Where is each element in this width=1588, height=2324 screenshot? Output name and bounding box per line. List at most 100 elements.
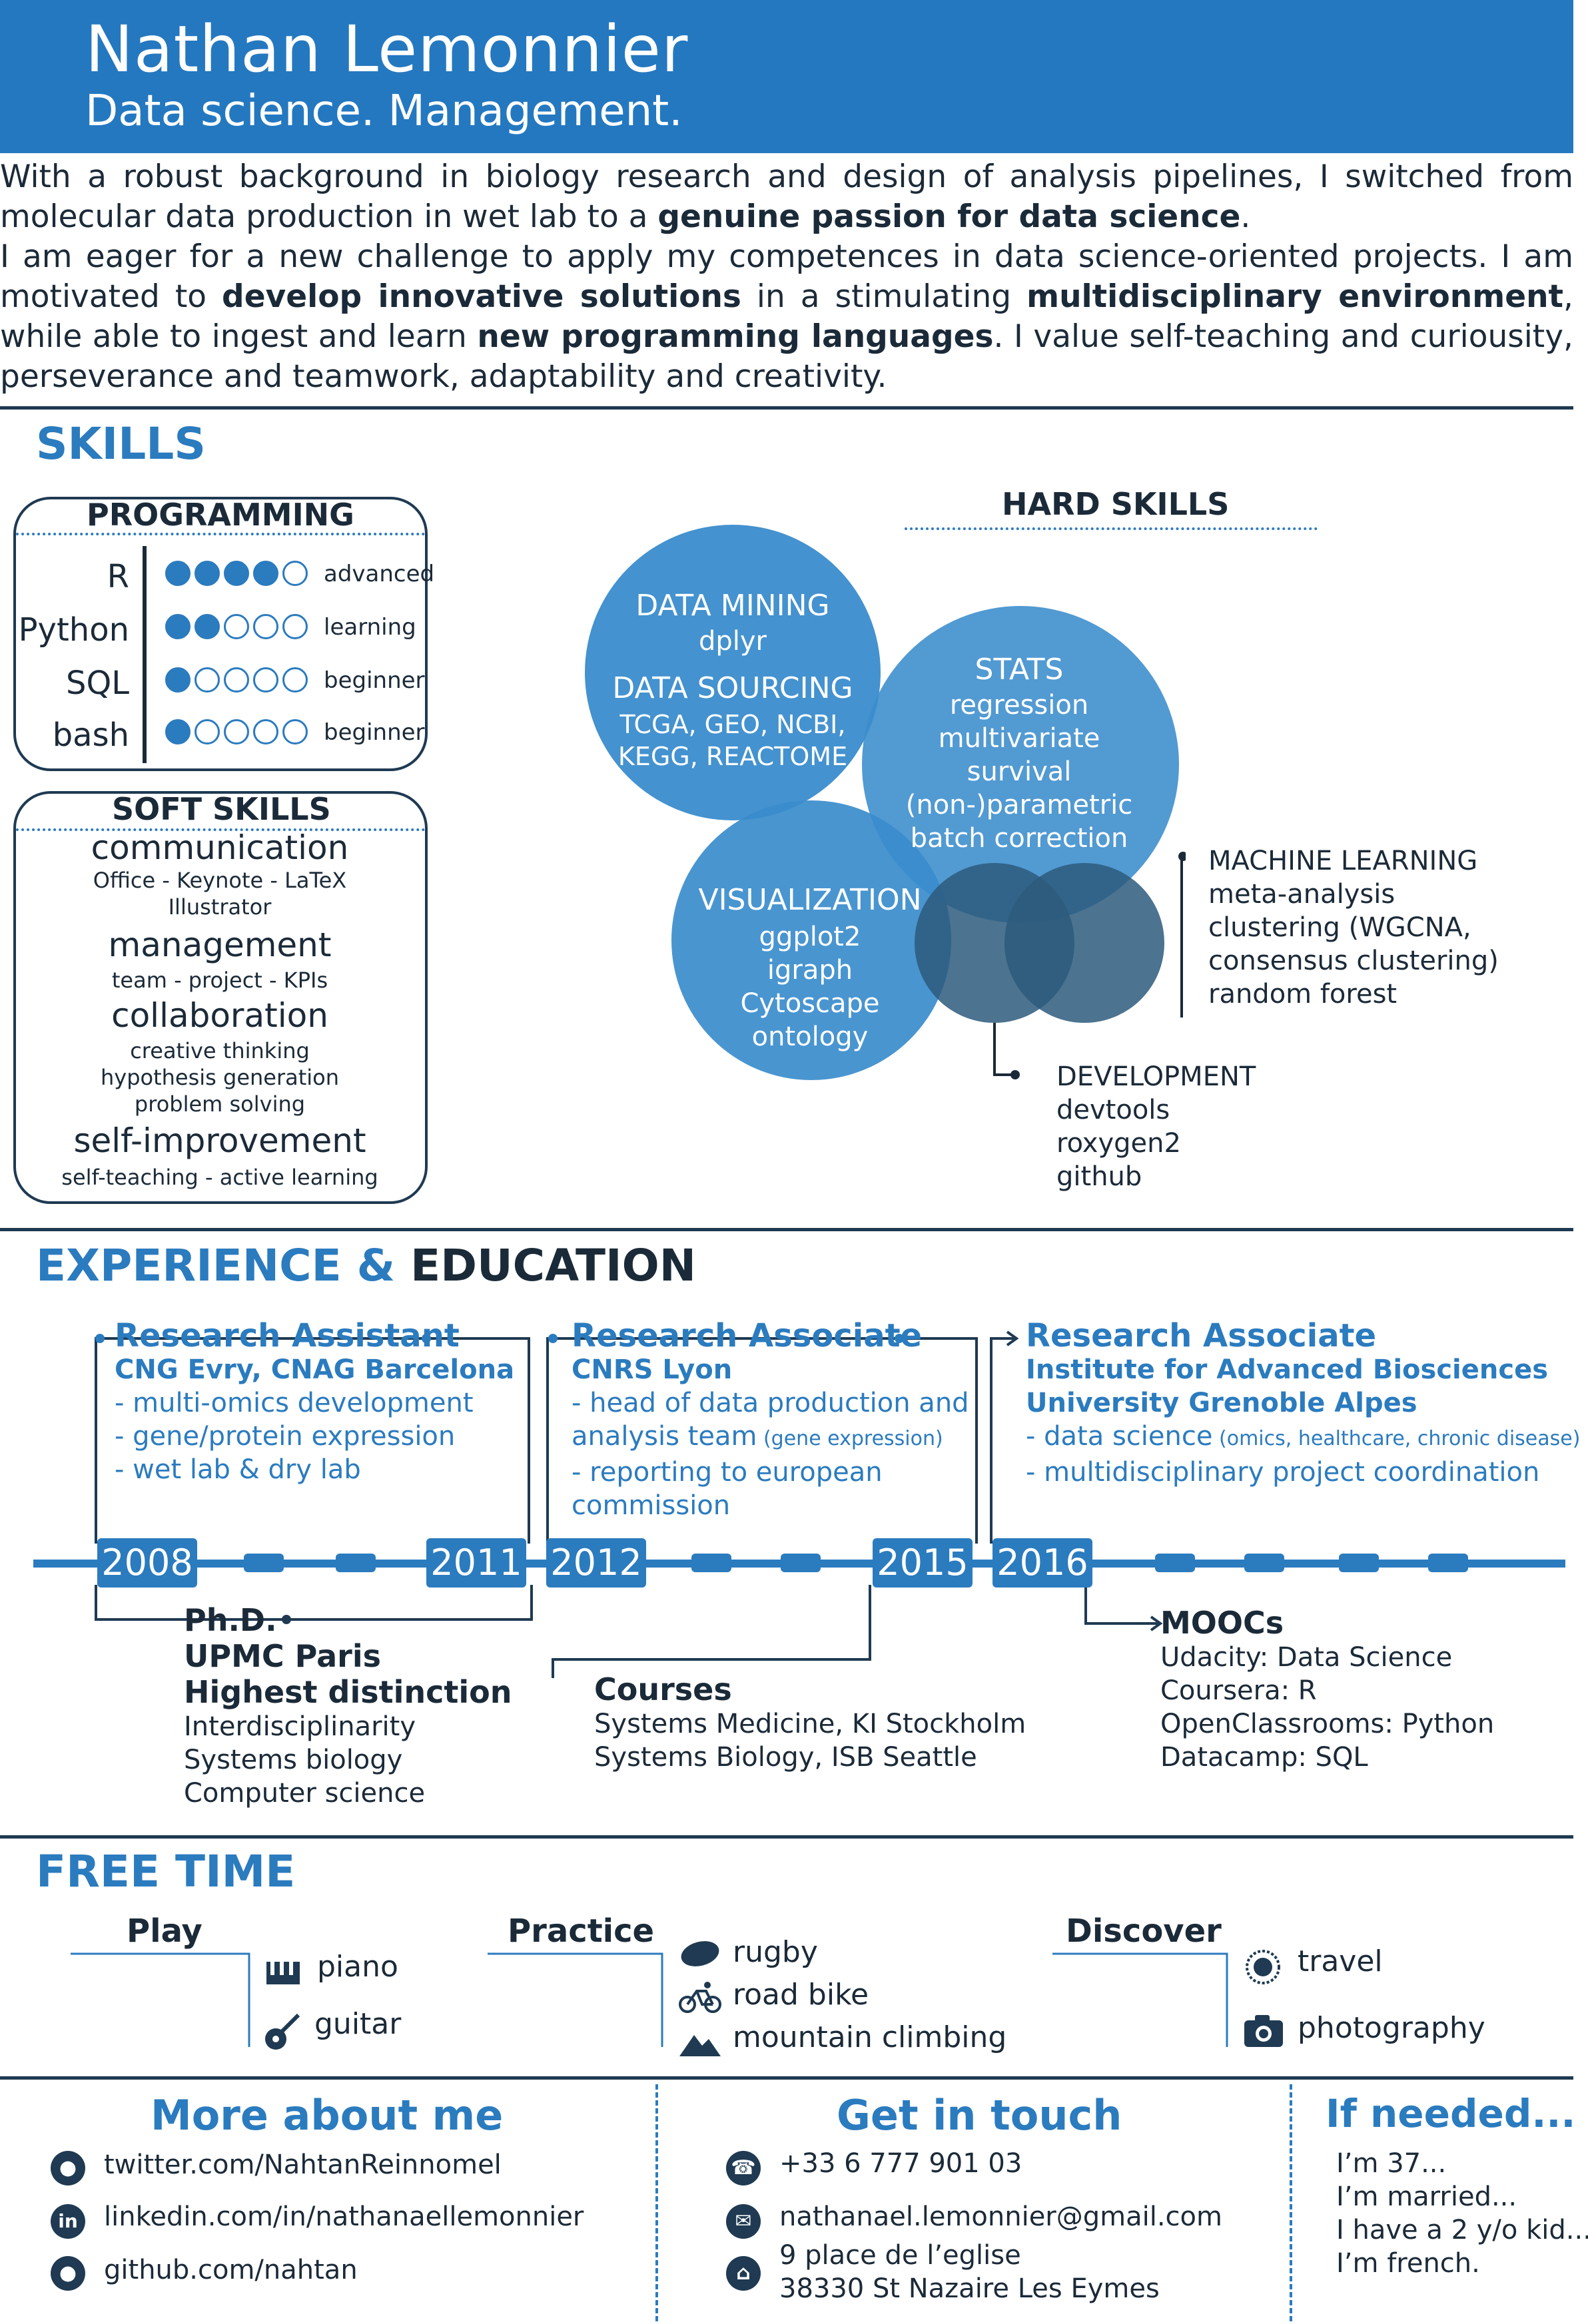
edu-item: Datacamp: SQL	[1160, 1742, 1368, 1773]
job-bullet: analysis team (gene expression)	[572, 1420, 969, 1456]
soft-skill-heading: self-improvement	[73, 1121, 366, 1160]
ml-connector	[1179, 855, 1183, 1017]
visualization-circle	[671, 800, 951, 1080]
ml-item: meta-analysis	[1208, 879, 1395, 910]
experience-title: EXPERIENCE & EDUCATION	[36, 1240, 696, 1291]
edu-item: Systems Biology, ISB Seattle	[594, 1742, 977, 1773]
timeline-dash	[691, 1554, 731, 1572]
twitter-link[interactable]: twitter.com/NahtanReinnomel	[104, 2150, 502, 2180]
personal-note: I’m 37...	[1336, 2148, 1447, 2179]
hobby-label: mountain climbing	[733, 2020, 1007, 2054]
hobby-label: travel	[1298, 1944, 1383, 1978]
skill-dot	[253, 719, 278, 744]
edu-item: Systems biology	[184, 1745, 403, 1775]
timeline-dash	[1428, 1554, 1468, 1572]
edu-heading: UPMC Paris	[184, 1638, 381, 1674]
skill-level: advanced	[324, 561, 435, 587]
footer-divider	[1290, 2084, 1292, 2321]
job-bullet: - data science (omics, healthcare, chron…	[1026, 1420, 1580, 1456]
connector-dot	[422, 1334, 431, 1343]
experience-title-a: EXPERIENCE &	[36, 1240, 396, 1291]
get-in-touch-heading: Get in touch	[837, 2091, 1122, 2140]
venn-item: regression	[949, 690, 1089, 721]
language-name: SQL	[66, 665, 129, 702]
footer-divider	[655, 2084, 658, 2321]
venn-heading: DATA MINING	[635, 589, 830, 623]
timeline-dash	[1155, 1554, 1195, 1572]
github-icon: ●	[51, 2256, 85, 2291]
intro-highlight: develop innovative solutions	[222, 278, 741, 315]
moocs-connector	[1084, 1585, 1159, 1625]
connector-dot	[1010, 1070, 1020, 1079]
ml-item: consensus clustering)	[1208, 946, 1499, 976]
free-time-title: FREE TIME	[36, 1846, 296, 1897]
venn-item: igraph	[767, 955, 853, 986]
dev-heading: DEVELOPMENT	[1056, 1061, 1256, 1092]
intro-text-span: , while able to ingest and learn	[0, 278, 1573, 355]
skill-level: beginner	[324, 719, 425, 746]
ml-heading: MACHINE LEARNING	[1208, 846, 1478, 876]
github-cat-icon: ●	[51, 2151, 85, 2185]
edu-item: Udacity: Data Science	[1160, 1642, 1453, 1673]
skill-dot	[224, 667, 249, 693]
year-badge: 2016	[992, 1538, 1092, 1588]
job-bullet-note: (gene expression)	[757, 1427, 943, 1450]
ml-item: random forest	[1208, 979, 1397, 1010]
venn-item: KEGG, REACTOME	[617, 742, 848, 771]
skill-dot	[282, 561, 308, 586]
section-divider	[0, 1228, 1573, 1231]
skill-dot	[282, 719, 308, 744]
phone-icon: ☎	[726, 2151, 761, 2185]
hobby-label: piano	[317, 1950, 398, 1984]
job-bullet-text: analysis team	[572, 1421, 757, 1452]
practice-heading: Practice	[508, 1912, 655, 1950]
arrow-icon	[1006, 1330, 1019, 1346]
intro-text-span: I am eager for a new challenge to apply …	[0, 238, 1573, 315]
skill-dot	[165, 667, 191, 693]
machine-learning-circle	[1004, 863, 1164, 1023]
connector-dot	[895, 1334, 904, 1343]
timeline-dash	[244, 1554, 284, 1572]
intro-highlight: genuine passion for data science	[657, 198, 1241, 235]
programming-title: PROGRAMMING	[87, 497, 354, 533]
dev-item: roxygen2	[1056, 1128, 1181, 1159]
hobby-label: road bike	[733, 1978, 869, 2012]
soft-skill-detail: team - project - KPIs	[111, 968, 328, 993]
skill-level: learning	[324, 614, 416, 641]
phd-frame	[95, 1585, 533, 1621]
skill-level: beginner	[324, 667, 425, 694]
section-divider	[0, 406, 1573, 410]
job-bullet: - reporting to european	[572, 1457, 883, 1488]
camera-icon	[1244, 2015, 1283, 2047]
edu-heading: Courses	[594, 1671, 732, 1707]
personal-note: I’m french.	[1336, 2248, 1480, 2279]
linkedin-icon: in	[51, 2204, 85, 2239]
soft-skill-detail: creative thinking	[130, 1038, 310, 1063]
job-bullet-text: - data science	[1026, 1421, 1213, 1452]
intro-text-span: With a robust background in biology rese…	[0, 158, 1573, 235]
linkedin-link[interactable]: linkedin.com/in/nathanaellemonnier	[104, 2201, 584, 2232]
edu-heading: Ph.D.	[184, 1602, 277, 1638]
job-organization: University Grenoble Alpes	[1026, 1388, 1417, 1418]
soft-skill-heading: communication	[91, 828, 349, 867]
phone-number[interactable]: +33 6 777 901 03	[779, 2148, 1022, 2179]
email-address[interactable]: nathanael.lemonnier@gmail.com	[779, 2201, 1222, 2232]
free-time-lines	[71, 1952, 1228, 2047]
hobby-label: rugby	[733, 1935, 818, 1969]
year-badge: 2012	[546, 1538, 646, 1588]
skill-dot	[282, 614, 308, 639]
skill-dots-r	[165, 561, 308, 586]
play-frame	[71, 1952, 250, 2047]
job-title: Research Assistant	[115, 1317, 460, 1354]
soft-skill-detail: Office - Keynote - LaTeX	[93, 868, 347, 893]
person-subtitle: Data science. Management.	[85, 87, 683, 136]
skill-dots-python	[165, 614, 308, 639]
github-link[interactable]: github.com/nahtan	[104, 2255, 358, 2285]
skill-dot	[253, 561, 278, 586]
timeline-dash	[1339, 1554, 1379, 1572]
venn-item: ggplot2	[759, 922, 861, 952]
venn-heading: VISUALIZATION	[698, 883, 922, 917]
ml-item: clustering (WGCNA,	[1208, 912, 1471, 943]
edu-item: Interdisciplinarity	[184, 1711, 416, 1742]
skill-dot	[282, 667, 308, 693]
